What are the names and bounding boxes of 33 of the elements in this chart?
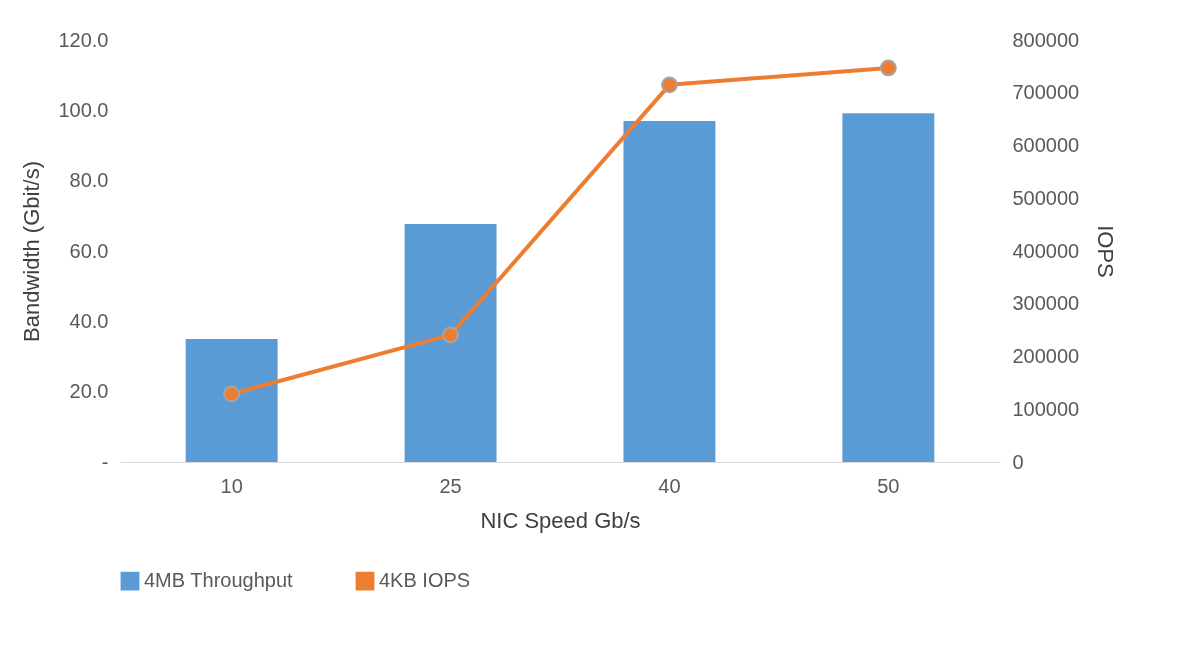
y2-tick-label: 500000 bbox=[1012, 186, 1080, 209]
bar bbox=[185, 338, 278, 462]
bar bbox=[842, 113, 935, 462]
y2-tick-label: 800000 bbox=[1012, 28, 1080, 51]
legend-label: 4KB IOPS bbox=[379, 569, 471, 592]
y2-tick-label: 200000 bbox=[1012, 345, 1080, 367]
y2-tick-label: 700000 bbox=[1012, 81, 1080, 104]
x-tick-label: 10 bbox=[220, 474, 243, 497]
y2-tick-label: 300000 bbox=[1012, 292, 1080, 315]
point bbox=[661, 76, 678, 94]
y-tick-label: 80.0 bbox=[69, 169, 109, 192]
x-tick-label: 50 bbox=[877, 474, 900, 497]
bar bbox=[623, 120, 716, 462]
x-tick-label: 25 bbox=[439, 474, 462, 497]
y-tick-label: 100.0 bbox=[58, 98, 109, 121]
bar bbox=[404, 223, 497, 462]
point bbox=[223, 385, 241, 403]
y2-axis-title: IOPS bbox=[1093, 225, 1119, 278]
x-axis-title: NIC Speed Gb/s bbox=[480, 507, 641, 533]
y2-tick-label: 400000 bbox=[1012, 239, 1080, 262]
y-tick-label: - bbox=[101, 450, 109, 473]
y-tick-label: 120.0 bbox=[58, 28, 109, 51]
y-axis-title: Bandwidth (Gbit/s) bbox=[19, 161, 45, 342]
legend-label: 4MB Throughput bbox=[144, 569, 294, 592]
point bbox=[442, 326, 459, 344]
y-tick-label: 40.0 bbox=[69, 309, 109, 332]
y2-tick-label: 100000 bbox=[1012, 397, 1080, 420]
y-tick-label: 20.0 bbox=[69, 380, 109, 403]
x-tick-label: 40 bbox=[658, 474, 681, 497]
y2-tick-label: 600000 bbox=[1012, 134, 1080, 156]
y-tick-label: 60.0 bbox=[69, 239, 109, 262]
y2-tick-label: 0 bbox=[1012, 450, 1024, 473]
point bbox=[879, 59, 897, 77]
